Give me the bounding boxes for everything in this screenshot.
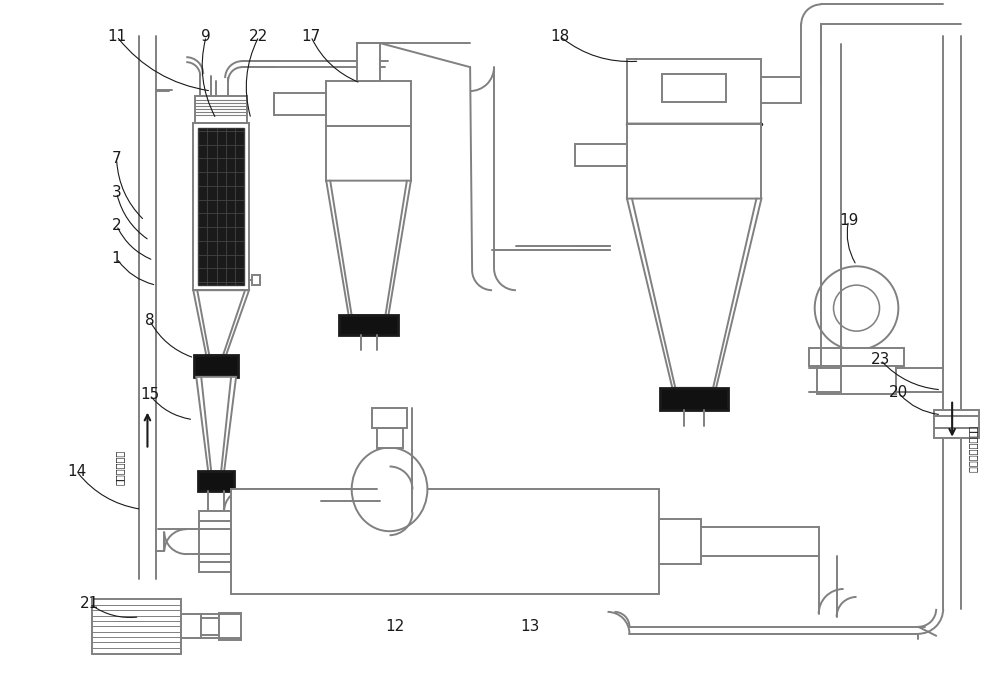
Text: 20: 20 [889,385,908,400]
Circle shape [834,285,880,331]
Bar [357,43,380,81]
Bar [194,355,238,377]
Bar [817,366,896,394]
Text: 1: 1 [112,251,121,266]
Text: 18: 18 [550,28,569,44]
Bar [809,348,904,366]
Text: 8: 8 [145,313,154,327]
Text: 9: 9 [201,28,211,44]
Text: 7: 7 [112,151,121,166]
Bar [274,93,326,115]
Polygon shape [326,180,411,315]
Bar [377,428,403,447]
Bar [92,599,181,654]
Text: 17: 17 [301,28,320,44]
Bar [761,77,801,103]
Text: 11: 11 [107,28,126,44]
Text: 12: 12 [386,619,405,635]
Text: 2: 2 [112,218,121,233]
Text: 22: 22 [249,28,269,44]
Ellipse shape [352,447,427,531]
Polygon shape [193,290,249,355]
Circle shape [815,266,898,350]
Bar [326,81,411,126]
Text: 带尘气体流动方向: 带尘气体流动方向 [968,426,978,473]
Bar [198,128,244,285]
Bar [195,96,247,123]
Bar [199,511,231,572]
Text: 3: 3 [112,185,121,200]
Bar [660,388,728,410]
Polygon shape [627,199,761,388]
Bar [662,74,726,102]
Bar [627,124,761,199]
Bar [659,519,701,564]
Bar [181,614,201,639]
Text: 14: 14 [67,464,86,479]
Text: 23: 23 [871,353,890,367]
Text: 19: 19 [839,213,858,228]
Bar [231,490,659,594]
Polygon shape [196,377,236,471]
Bar [219,613,241,640]
Bar [339,315,398,335]
Bar [326,126,411,180]
Text: 13: 13 [520,619,540,635]
Bar [252,275,260,285]
Text: 物料运动方向: 物料运动方向 [115,450,125,485]
Bar [372,407,407,428]
Bar [575,144,627,165]
Bar [198,471,234,492]
Bar [201,618,219,635]
Text: 21: 21 [80,597,99,612]
Bar [934,410,979,437]
Bar [627,59,761,124]
Text: 15: 15 [140,387,159,402]
